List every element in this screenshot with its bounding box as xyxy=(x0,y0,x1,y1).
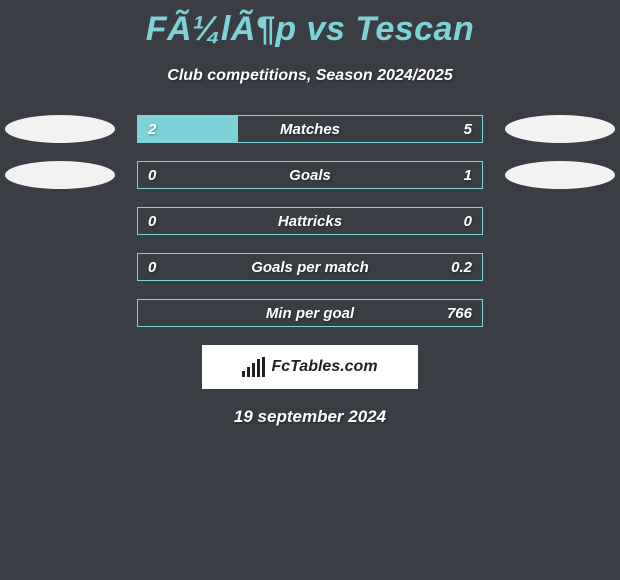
stats-container: 2Matches50Goals10Hattricks00Goals per ma… xyxy=(0,115,620,327)
player-badge-left xyxy=(5,161,115,189)
stat-row: 2Matches5 xyxy=(0,115,620,143)
stat-row: Min per goal766 xyxy=(0,299,620,327)
stat-bar: 0Goals per match0.2 xyxy=(137,253,483,281)
player-badge-right xyxy=(505,161,615,189)
stat-row: 0Goals per match0.2 xyxy=(0,253,620,281)
stat-right-value: 5 xyxy=(464,121,472,138)
stat-right-value: 0.2 xyxy=(451,259,472,276)
stat-bar: 2Matches5 xyxy=(137,115,483,143)
stat-label: Min per goal xyxy=(138,305,482,322)
page-subtitle: Club competitions, Season 2024/2025 xyxy=(0,67,620,85)
date-text: 19 september 2024 xyxy=(0,407,620,427)
stat-row: 0Hattricks0 xyxy=(0,207,620,235)
logo-bars-icon xyxy=(242,357,265,377)
stat-label: Hattricks xyxy=(138,213,482,230)
stat-row: 0Goals1 xyxy=(0,161,620,189)
stat-bar: 0Goals1 xyxy=(137,161,483,189)
stat-right-value: 0 xyxy=(464,213,472,230)
player-badge-left xyxy=(5,115,115,143)
stat-label: Goals per match xyxy=(138,259,482,276)
player-badge-right xyxy=(505,115,615,143)
stat-label: Goals xyxy=(138,167,482,184)
stat-bar: Min per goal766 xyxy=(137,299,483,327)
stat-right-value: 766 xyxy=(447,305,472,322)
stat-label: Matches xyxy=(138,121,482,138)
stat-bar: 0Hattricks0 xyxy=(137,207,483,235)
stat-right-value: 1 xyxy=(464,167,472,184)
fctables-logo: FcTables.com xyxy=(202,345,418,389)
logo-text: FcTables.com xyxy=(271,358,377,376)
page-title: FÃ¼lÃ¶p vs Tescan xyxy=(0,0,620,49)
